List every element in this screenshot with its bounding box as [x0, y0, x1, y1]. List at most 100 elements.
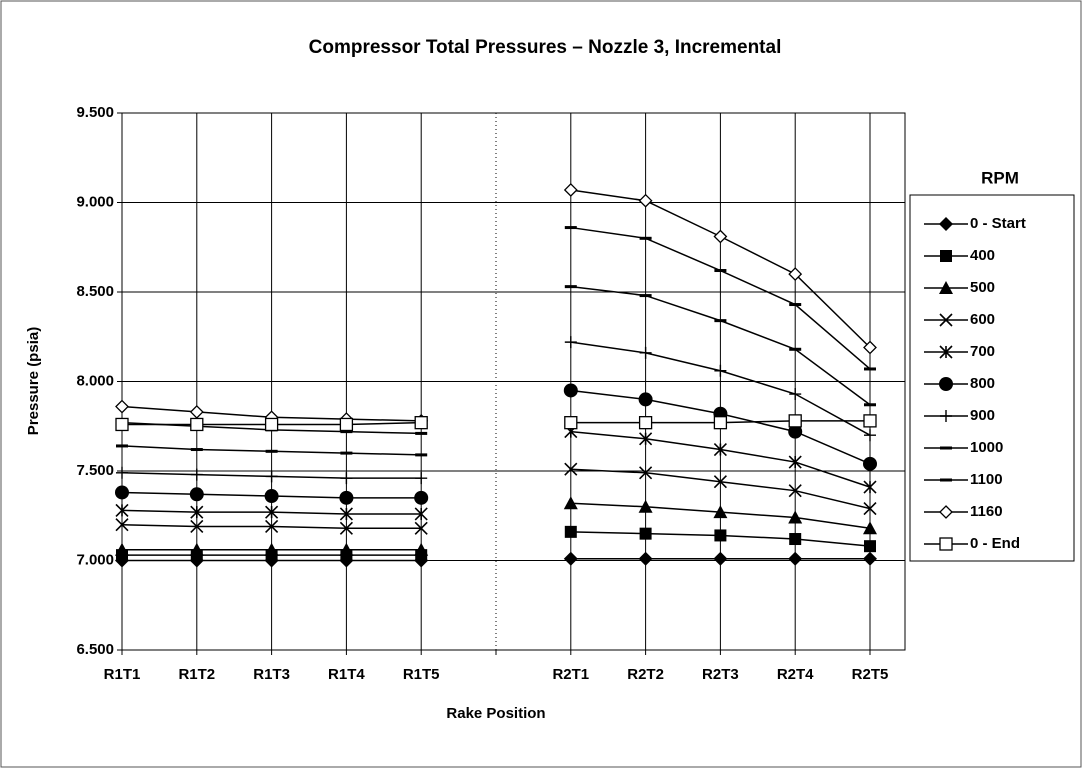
data-point: [713, 505, 728, 519]
legend-label: 1160: [970, 503, 1003, 520]
data-point: [339, 490, 354, 505]
legend-title: RPM: [981, 168, 1019, 187]
data-point: [638, 551, 653, 566]
legend-marker: [940, 410, 952, 422]
legend-label: 0 - End: [970, 535, 1020, 552]
legend-label: 400: [970, 247, 995, 264]
data-point: [564, 462, 578, 476]
data-point: [788, 510, 803, 524]
y-tick-label: 9.000: [76, 193, 114, 210]
data-point: [638, 193, 653, 208]
legend-marker: [939, 505, 953, 519]
legend-marker: [939, 217, 953, 231]
data-point: [788, 267, 803, 282]
data-point: [264, 417, 279, 432]
legend-marker: [939, 345, 953, 359]
data-point: [414, 542, 429, 556]
legend-label: 900: [970, 407, 995, 424]
x-tick-label: R2T5: [852, 666, 889, 683]
x-tick-label: R2T3: [702, 666, 739, 683]
data-point: [115, 399, 129, 414]
data-point: [863, 414, 877, 428]
data-point: [116, 466, 128, 479]
data-point: [863, 340, 877, 355]
data-point: [639, 346, 652, 359]
data-point: [265, 470, 278, 483]
legend-label: 800: [970, 375, 995, 392]
data-point: [863, 521, 877, 535]
x-tick-label: R2T2: [627, 666, 664, 683]
data-point: [863, 502, 877, 516]
data-point: [563, 183, 578, 197]
data-point: [190, 505, 204, 519]
data-point: [264, 542, 279, 556]
x-tick-label: R2T4: [777, 666, 814, 683]
data-point: [563, 383, 578, 398]
data-point: [788, 551, 803, 566]
data-point: [788, 484, 802, 498]
data-point: [115, 503, 129, 517]
data-point: [863, 480, 877, 494]
data-point: [564, 416, 578, 430]
data-point: [414, 507, 428, 521]
y-axis-label: Pressure (psia): [25, 327, 42, 435]
data-point: [714, 529, 727, 542]
data-point: [788, 455, 802, 469]
data-point: [414, 490, 429, 505]
data-point: [639, 466, 653, 480]
data-point: [863, 456, 877, 471]
x-tick-label: R1T3: [253, 666, 290, 683]
data-point: [638, 416, 653, 430]
legend-label: 500: [970, 279, 995, 296]
data-point: [339, 521, 353, 535]
data-point: [190, 468, 203, 481]
data-point: [563, 551, 578, 566]
data-point: [789, 533, 802, 546]
x-tick-label: R1T4: [328, 666, 365, 683]
x-tick-label: R1T2: [178, 666, 215, 683]
data-point: [714, 364, 727, 377]
data-point: [190, 417, 204, 432]
legend-marker: [940, 250, 952, 262]
data-point: [563, 496, 578, 510]
data-point: [788, 424, 803, 439]
y-tick-label: 8.500: [76, 283, 114, 300]
data-point: [639, 527, 652, 540]
data-point: [713, 229, 728, 244]
data-point: [713, 442, 727, 457]
data-point: [639, 432, 653, 446]
data-point: [340, 472, 353, 485]
y-tick-label: 7.000: [76, 551, 114, 568]
legend-label: 700: [970, 343, 995, 360]
y-tick-label: 8.000: [76, 372, 114, 389]
legend-marker: [939, 377, 953, 391]
data-point: [339, 417, 354, 432]
legend-marker: [939, 281, 953, 294]
data-point: [713, 551, 728, 566]
data-point: [264, 489, 279, 504]
legend-label: 0 - Start: [970, 215, 1026, 232]
data-point: [115, 542, 129, 556]
y-tick-label: 7.500: [76, 462, 114, 479]
data-point: [189, 487, 204, 502]
data-point: [190, 519, 204, 534]
legend-label: 1100: [970, 471, 1003, 488]
legend-label: 1000: [970, 439, 1003, 456]
data-point: [864, 429, 876, 442]
chart-title: Compressor Total Pressures – Nozzle 3, I…: [309, 37, 782, 58]
data-point: [414, 521, 428, 535]
x-tick-label: R1T1: [104, 666, 141, 683]
legend-label: 600: [970, 311, 995, 328]
data-point: [189, 542, 204, 556]
data-point: [564, 525, 577, 538]
data-point: [339, 542, 354, 556]
y-tick-label: 9.500: [76, 104, 114, 121]
data-point: [713, 416, 728, 430]
data-point: [115, 485, 129, 500]
data-point: [638, 499, 653, 513]
data-point: [415, 472, 428, 485]
legend-marker: [939, 313, 953, 327]
x-tick-label: R2T1: [552, 666, 589, 683]
